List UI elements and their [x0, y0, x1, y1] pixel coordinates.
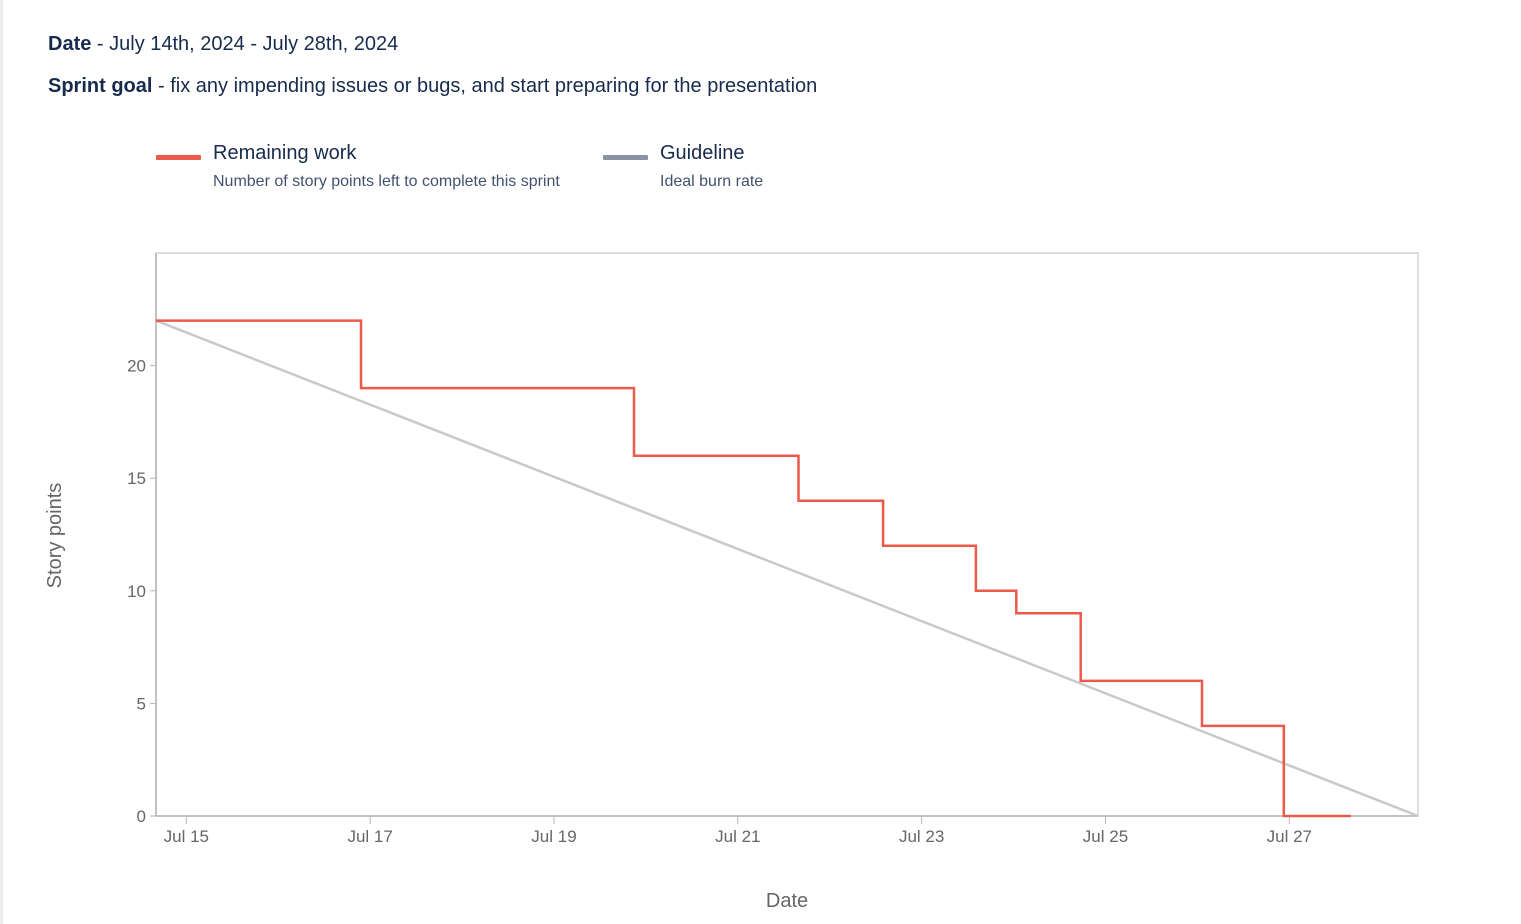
y-tick-label: 10	[127, 582, 146, 601]
series-guideline	[155, 319, 1419, 818]
y-tick-label: 15	[127, 469, 146, 488]
legend-swatch-guideline	[603, 155, 648, 160]
x-tick-label: Jul 17	[347, 827, 392, 846]
legend-desc-guideline: Ideal burn rate	[660, 173, 764, 190]
x-tick-label: Jul 19	[531, 827, 576, 846]
x-axis-title: Date	[766, 890, 808, 912]
legend-swatch-remaining-work	[156, 155, 201, 160]
legend-desc-remaining-work: Number of story points left to complete …	[213, 173, 560, 190]
plot-area-frame	[155, 252, 1419, 817]
date-label: Date	[48, 33, 92, 55]
x-tick-label: Jul 21	[715, 827, 760, 846]
x-tick-label: Jul 25	[1083, 827, 1128, 846]
page-left-border	[0, 0, 3, 924]
date-value: - July 14th, 2024 - July 28th, 2024	[91, 33, 399, 55]
sprint-goal-label: Sprint goal	[48, 75, 153, 97]
sprint-date-line: Date - July 14th, 2024 - July 28th, 2024	[48, 32, 398, 56]
y-tick-label: 0	[137, 807, 146, 826]
y-axis-title: Story points	[44, 483, 66, 589]
x-tick-label: Jul 15	[164, 827, 209, 846]
y-tick-label: 5	[137, 694, 146, 713]
legend-title-remaining-work: Remaining work	[213, 142, 357, 164]
sprint-goal-line: Sprint goal - fix any impending issues o…	[48, 74, 817, 98]
legend-title-guideline: Guideline	[660, 142, 745, 164]
sprint-goal-value: - fix any impending issues or bugs, and …	[152, 75, 818, 97]
x-tick-label: Jul 23	[899, 827, 944, 846]
x-tick-label: Jul 27	[1267, 827, 1312, 846]
series-remaining-work	[156, 319, 1351, 818]
y-tick-label: 20	[127, 357, 146, 376]
